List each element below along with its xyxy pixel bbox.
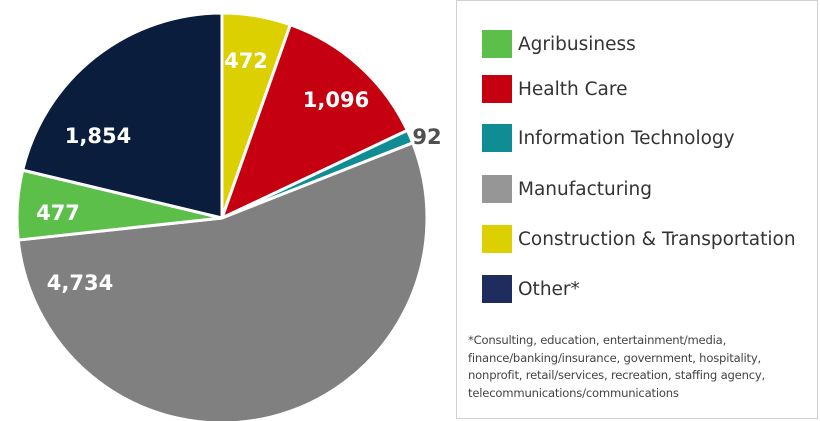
pie-chart: 472 1,096 92 4,734 477 1,854 <box>15 11 442 421</box>
slice-value-label: 1,096 <box>303 88 369 112</box>
legend-swatch-other <box>482 275 512 303</box>
legend-label-agribusiness: Agribusiness <box>518 33 636 55</box>
legend-swatch-agribusiness <box>482 30 512 58</box>
slice-value-label: 92 <box>412 125 441 149</box>
slice-value-label: 1,854 <box>65 124 131 148</box>
legend-item-information-technology: Information Technology <box>482 124 735 152</box>
slice-value-label: 477 <box>36 201 80 225</box>
legend-item-agribusiness: Agribusiness <box>482 30 636 58</box>
legend-swatch-construction-transportation <box>482 225 512 253</box>
legend-label-manufacturing: Manufacturing <box>518 178 652 200</box>
legend-swatch-health-care <box>482 75 512 103</box>
legend-item-manufacturing: Manufacturing <box>482 175 652 203</box>
legend-label-other: Other* <box>518 278 580 300</box>
legend-item-health-care: Health Care <box>482 75 627 103</box>
pie-slice-other <box>21 11 224 220</box>
pie-slice-manufacturing <box>16 141 429 421</box>
legend-swatch-information-technology <box>482 124 512 152</box>
slice-value-label: 4,734 <box>47 271 113 295</box>
legend-swatch-manufacturing <box>482 175 512 203</box>
legend-item-other: Other* <box>482 275 580 303</box>
pie-slice-health-care <box>220 23 409 220</box>
legend-label-health-care: Health Care <box>518 78 628 100</box>
legend-label-information-technology: Information Technology <box>518 127 735 149</box>
legend-panel: Agribusiness Health Care Information Tec… <box>456 0 818 419</box>
legend-label-construction-transportation: Construction & Transportation <box>518 228 796 250</box>
legend-item-construction-transportation: Construction & Transportation <box>482 225 796 253</box>
legend-footnote: *Consulting, education, entertainment/me… <box>468 333 766 400</box>
slice-value-label: 472 <box>224 49 268 73</box>
